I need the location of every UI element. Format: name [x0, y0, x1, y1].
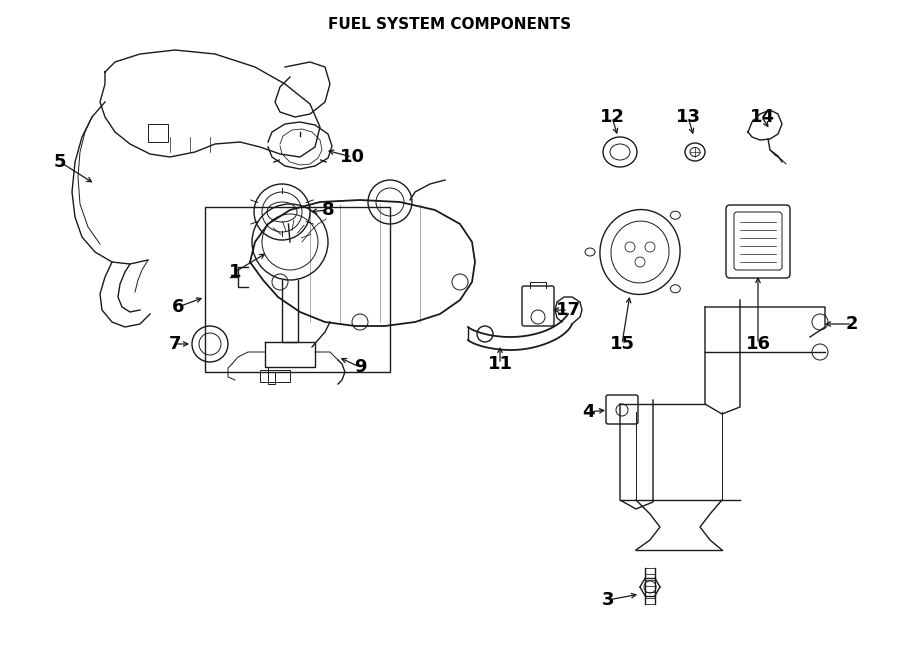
Text: 1: 1: [229, 263, 241, 281]
Text: 15: 15: [609, 335, 634, 353]
Text: 4: 4: [581, 403, 594, 421]
Bar: [148, 124, 168, 142]
Text: 5: 5: [54, 153, 67, 171]
Text: 13: 13: [676, 108, 700, 126]
Text: 14: 14: [750, 108, 775, 126]
Text: 2: 2: [846, 315, 859, 333]
Text: 7: 7: [169, 335, 181, 353]
Text: 12: 12: [599, 108, 625, 126]
Text: FUEL SYSTEM COMPONENTS: FUEL SYSTEM COMPONENTS: [328, 17, 572, 32]
Bar: [260, 370, 290, 382]
Text: 6: 6: [172, 298, 184, 316]
Text: 3: 3: [602, 591, 614, 609]
Text: 10: 10: [339, 148, 365, 166]
Text: 11: 11: [488, 355, 512, 373]
Polygon shape: [250, 200, 475, 326]
Text: 8: 8: [321, 201, 334, 219]
Text: 17: 17: [555, 301, 580, 319]
Bar: [205, 207, 390, 372]
Text: 9: 9: [354, 358, 366, 376]
Text: 16: 16: [745, 335, 770, 353]
Polygon shape: [748, 110, 782, 140]
